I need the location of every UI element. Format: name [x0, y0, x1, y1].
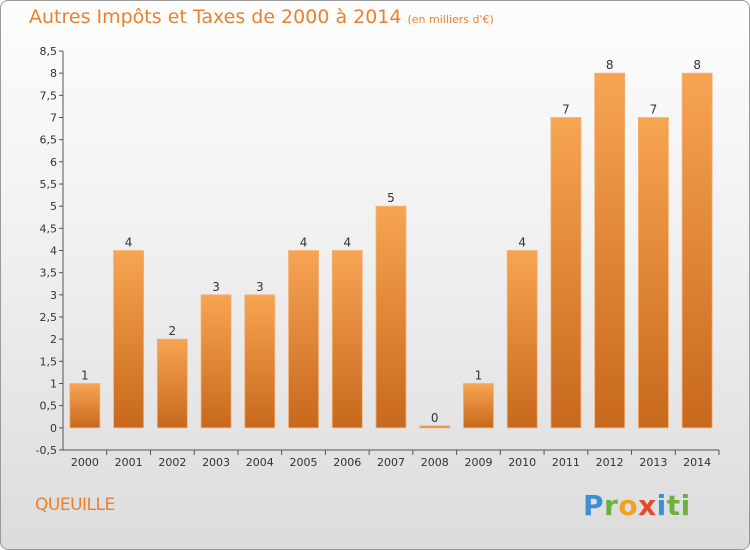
bar-value-label: 3: [212, 280, 220, 294]
y-tick-label: 5: [50, 200, 57, 213]
bar: [638, 117, 669, 429]
y-tick-label: 0: [50, 422, 57, 435]
x-tick-label: 2005: [290, 456, 318, 469]
x-tick-label: 2007: [377, 456, 405, 469]
bar: [288, 250, 319, 429]
x-tick-label: 2004: [246, 456, 274, 469]
bar: [200, 294, 232, 429]
bar-value-label: 4: [125, 236, 133, 250]
y-tick-label: 6,5: [40, 134, 58, 147]
x-tick-label: 2001: [115, 456, 143, 469]
y-tick-label: 3: [50, 289, 57, 302]
y-tick-label: 1: [50, 378, 57, 391]
bar-value-label: 7: [650, 103, 658, 117]
logo-letter: i: [656, 489, 667, 522]
bar: [681, 72, 713, 429]
y-tick-label: 0,5: [40, 400, 58, 413]
bar: [550, 117, 582, 429]
bar-value-label: 2: [169, 324, 177, 338]
x-tick-label: 2014: [683, 456, 711, 469]
bar-value-label: 3: [256, 280, 264, 294]
y-tick-label: 3,5: [40, 267, 58, 280]
proxiti-logo: Proxiti: [583, 489, 691, 522]
bar-value-label: 7: [562, 103, 570, 117]
bar: [156, 338, 188, 429]
bar-value-label: 5: [387, 191, 395, 205]
x-tick-label: 2011: [552, 456, 580, 469]
bar-value-label: 1: [475, 369, 483, 383]
bar: [331, 250, 363, 429]
logo-letter: o: [618, 489, 639, 522]
logo-letter: P: [583, 489, 605, 522]
bar-value-label: 8: [693, 58, 701, 72]
y-tick-label: 4,5: [40, 222, 58, 235]
y-tick-label: 7: [50, 112, 57, 125]
chart-title: Autres Impôts et Taxes de 2000 à 2014 (en…: [29, 6, 494, 28]
y-tick-label: 8: [50, 67, 57, 80]
bar: [244, 294, 276, 429]
bar: [69, 383, 101, 429]
chart-title-unit: (en milliers d'€): [407, 13, 494, 26]
logo-letter: r: [604, 489, 619, 522]
bar-value-label: 4: [518, 236, 526, 250]
x-tick-label: 2010: [508, 456, 536, 469]
chart-title-main: Autres Impôts et Taxes de 2000 à 2014: [29, 6, 402, 28]
x-tick-label: 2003: [202, 456, 230, 469]
x-tick-label: 2013: [639, 456, 667, 469]
bar-value-label: 4: [300, 236, 308, 250]
bar: [594, 72, 626, 429]
y-tick-label: 4: [50, 245, 57, 258]
y-tick-label: 2,5: [40, 311, 58, 324]
bar-value-label: 4: [343, 236, 351, 250]
x-tick-label: 2006: [333, 456, 361, 469]
bar: [463, 383, 494, 429]
bar-value-label: 8: [606, 58, 614, 72]
y-tick-label: 7,5: [40, 89, 58, 102]
x-tick-label: 2009: [464, 456, 492, 469]
logo-letter: ti: [666, 489, 691, 522]
x-tick-label: 2008: [421, 456, 449, 469]
y-tick-label: 2: [50, 333, 57, 346]
x-tick-label: 2012: [596, 456, 624, 469]
bar: [375, 205, 407, 429]
y-tick-label: 1,5: [40, 355, 58, 368]
x-tick-label: 2002: [158, 456, 186, 469]
logo-letter: x: [638, 489, 657, 522]
bar: [419, 425, 451, 429]
bar: [506, 250, 538, 429]
x-tick-label: 2000: [71, 456, 99, 469]
bar-value-label: 1: [81, 369, 89, 383]
bar-value-label: 0: [431, 411, 439, 425]
y-tick-label: 5,5: [40, 178, 58, 191]
bar: [113, 250, 144, 429]
y-tick-label: 8,5: [40, 45, 58, 58]
y-tick-label: -0,5: [36, 444, 57, 457]
y-tick-label: 6: [50, 156, 57, 169]
commune-name: QUEUILLE: [35, 495, 115, 515]
